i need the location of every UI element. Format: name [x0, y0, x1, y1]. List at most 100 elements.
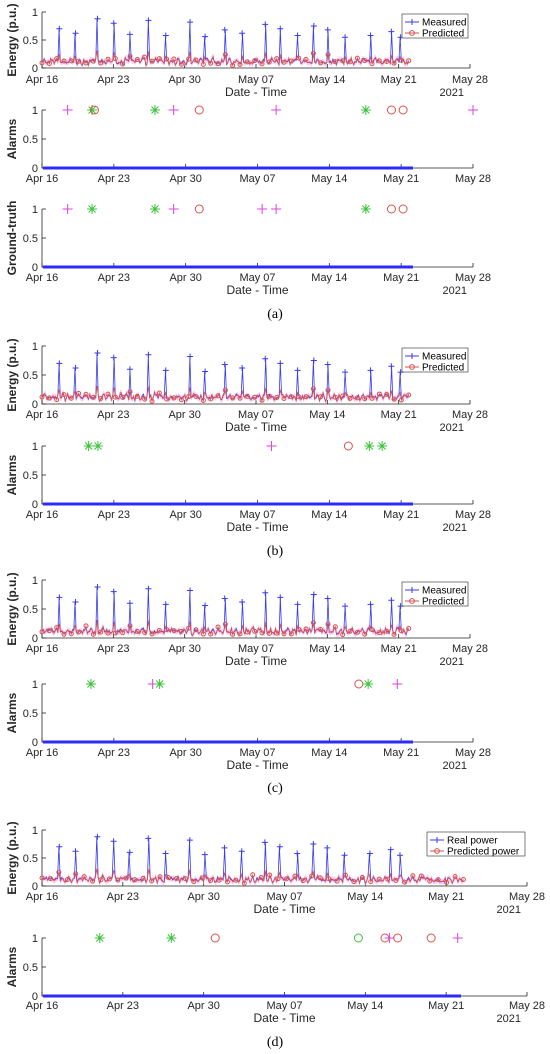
- predicted-point: [376, 391, 382, 397]
- predicted-point: [252, 628, 258, 634]
- peak-marker: [110, 354, 117, 361]
- predicted-point: [418, 873, 424, 879]
- predicted-point: [134, 393, 140, 399]
- predicted-point: [303, 626, 309, 632]
- predicted-point: [274, 56, 280, 62]
- peak-marker: [262, 355, 269, 362]
- predicted-point: [193, 393, 199, 399]
- predicted-point: [230, 395, 236, 401]
- peak-marker: [310, 591, 317, 598]
- xtick-label: May 07: [239, 272, 275, 284]
- peak-marker: [94, 349, 101, 356]
- peak-marker: [186, 837, 193, 844]
- alarm-point: [154, 679, 165, 689]
- predicted-point: [61, 392, 67, 398]
- predicted-point: [224, 879, 230, 885]
- xtick-label: May 14: [311, 509, 347, 521]
- predicted-point: [325, 387, 331, 393]
- predicted-point: [171, 628, 177, 634]
- xtick-label: May 28: [452, 74, 488, 86]
- predicted-point: [222, 387, 228, 393]
- xtick-label: May 28: [452, 409, 488, 421]
- predicted-point: [406, 392, 412, 398]
- legend-marker: [409, 353, 415, 359]
- peak-marker: [324, 361, 331, 368]
- predicted-point: [398, 397, 404, 403]
- ytick-label: 0: [32, 991, 38, 1003]
- predicted-point: [90, 58, 96, 64]
- predicted-point: [376, 630, 382, 636]
- predicted-point: [164, 56, 170, 62]
- predicted-point: [354, 629, 360, 635]
- predicted-point: [56, 869, 62, 875]
- predicted-point: [237, 631, 243, 637]
- predicted-point: [325, 52, 331, 58]
- predicted-point: [174, 875, 180, 881]
- series-line-measured: [41, 586, 409, 637]
- peak-marker: [162, 32, 169, 39]
- chart-a1: 0 0.5 1 Apr 16 Apr 23 Apr 30 May 07 May 14 May 2…: [5, 3, 488, 99]
- predicted-point: [112, 56, 118, 62]
- predicted-point: [46, 60, 52, 66]
- predicted-point: [182, 876, 188, 882]
- predicted-point: [318, 627, 324, 633]
- series-line-predicted: [41, 620, 409, 637]
- alarm-point: [386, 204, 396, 214]
- xtick-label: May 28: [455, 747, 491, 759]
- peak-marker: [72, 365, 79, 372]
- predicted-point: [140, 875, 146, 881]
- legend-marker: [434, 848, 440, 854]
- predicted-point: [384, 628, 390, 634]
- predicted-point: [391, 60, 397, 66]
- predicted-point: [347, 395, 353, 401]
- predicted-point: [460, 876, 466, 882]
- predicted-point: [186, 394, 192, 400]
- y-axis-label: Energy (p.u.): [5, 3, 19, 76]
- peak-marker: [261, 839, 268, 846]
- alarm-point: [83, 441, 94, 451]
- predicted-point: [76, 390, 82, 396]
- peak-marker: [162, 367, 169, 374]
- legend-label: Predicted: [422, 29, 464, 40]
- predicted-point: [288, 631, 294, 637]
- xtick-label: May 21: [428, 891, 464, 903]
- peak-marker: [94, 15, 101, 22]
- predicted-point: [178, 397, 184, 403]
- alarm-point: [468, 105, 478, 115]
- predicted-point: [222, 621, 228, 627]
- predicted-point: [222, 52, 228, 58]
- peak-marker: [262, 21, 269, 28]
- predicted-point: [310, 386, 316, 392]
- predicted-point: [369, 61, 375, 67]
- ytick-label: 0.5: [23, 233, 38, 245]
- alarm-point: [166, 933, 177, 943]
- predicted-point: [54, 625, 60, 631]
- xtick-label: May 07: [266, 1000, 302, 1012]
- ytick-label: 0.5: [23, 370, 38, 382]
- xtick-label: May 07: [266, 891, 302, 903]
- xtick-label: Apr 23: [98, 747, 130, 759]
- predicted-point: [292, 873, 298, 879]
- alarm-point: [194, 105, 204, 115]
- predicted-point: [347, 59, 353, 65]
- y-axis-label: Alarms: [5, 692, 19, 733]
- ytick-label: 1: [32, 204, 38, 216]
- y-axis-label: Energy (p.u.): [5, 338, 19, 411]
- predicted-point: [340, 632, 346, 638]
- predicted-point: [120, 630, 126, 636]
- predicted-point: [274, 630, 280, 636]
- predicted-point: [81, 874, 87, 880]
- alarm-point: [384, 933, 395, 943]
- alarm-point: [271, 105, 282, 115]
- predicted-point: [164, 396, 170, 402]
- predicted-point: [317, 875, 323, 881]
- caption-c: (c): [267, 781, 283, 796]
- peak-marker: [110, 838, 117, 845]
- predicted-point: [334, 878, 340, 884]
- xtick-label: May 07: [238, 643, 274, 655]
- predicted-point: [61, 58, 67, 64]
